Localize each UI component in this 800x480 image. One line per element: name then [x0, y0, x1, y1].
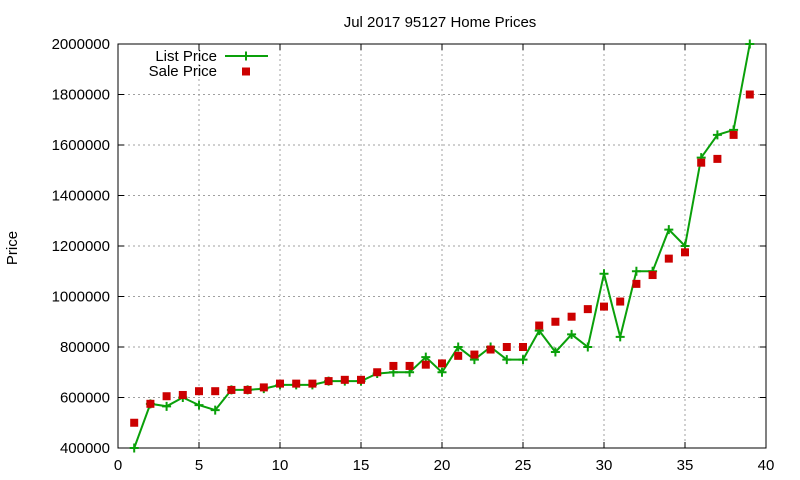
sale-price-point — [502, 343, 511, 351]
sale-price-point — [373, 368, 382, 377]
list-price-point — [194, 400, 204, 410]
sale-price-point — [632, 279, 641, 288]
sale-price-point — [438, 359, 446, 368]
list-price-point — [550, 347, 560, 357]
x-tick-label: 0 — [114, 457, 122, 474]
y-tick-label: 1600000 — [52, 137, 110, 154]
sale-price-point — [130, 418, 139, 427]
sale-price-point — [421, 360, 430, 369]
x-tick-label: 35 — [677, 457, 694, 474]
sale-price-point — [405, 361, 414, 370]
x-tick-label: 10 — [272, 457, 289, 474]
axis-ticks: 0 5 10 15 20 25 30 35 40 400000 600000 800000 100000… — [52, 36, 775, 474]
sale-price-point — [600, 302, 608, 311]
sale-price-point — [227, 385, 236, 394]
sale-price-point — [583, 305, 592, 314]
x-tick-label: 5 — [195, 457, 203, 474]
list-price-point — [631, 266, 641, 276]
sale-price-point — [616, 297, 625, 306]
chart-title: Jul 2017 95127 Home Prices — [344, 14, 537, 31]
sale-price-point — [243, 385, 252, 394]
sale-price-point — [308, 379, 317, 388]
list-price-point — [664, 225, 674, 235]
y-tick-label: 2000000 — [52, 36, 110, 53]
y-tick-label: 1000000 — [52, 289, 110, 306]
legend-label-sale-price: Sale Price — [149, 63, 217, 80]
list-price-point — [129, 443, 139, 453]
y-tick-label: 800000 — [60, 339, 110, 356]
sale-price-point — [340, 375, 349, 384]
sale-price-point — [648, 271, 657, 280]
y-axis-label: Price — [4, 231, 21, 265]
plot-frame — [117, 43, 767, 449]
sale-price-point — [292, 379, 301, 388]
sale-price-point — [146, 399, 155, 408]
sale-price-point — [470, 350, 479, 359]
sale-price-point — [178, 390, 187, 399]
sale-price-point — [681, 248, 689, 257]
sale-price-point — [567, 312, 576, 321]
sale-price-point — [664, 254, 673, 263]
list-price-point — [745, 39, 755, 49]
sale-price-point — [324, 377, 333, 386]
sale-price-point — [454, 351, 463, 360]
list-price-point — [502, 355, 512, 365]
sale-price-point — [745, 90, 754, 99]
x-tick-label: 40 — [758, 457, 775, 474]
list-price-point — [615, 332, 625, 342]
list-price-point — [567, 329, 577, 339]
y-tick-label: 600000 — [60, 390, 110, 407]
list-price-point — [712, 130, 722, 140]
sale-price-point — [389, 361, 398, 370]
list-price-point — [599, 269, 609, 279]
sale-price-point — [195, 387, 203, 396]
sale-price-point — [259, 383, 268, 392]
list-price-point — [421, 352, 431, 362]
y-tick-label: 400000 — [60, 440, 110, 457]
list-price-point — [162, 401, 172, 411]
list-price-point — [210, 405, 220, 415]
list-price-point — [583, 342, 593, 352]
sale-price-point — [162, 392, 171, 401]
x-tick-label: 20 — [434, 457, 451, 474]
sale-price-point — [551, 317, 560, 326]
sale-price-point — [276, 379, 284, 388]
sale-price-point — [486, 345, 495, 354]
series-layer — [129, 39, 755, 453]
legend-label-list-price: List Price — [155, 48, 217, 65]
sale-price-point — [697, 158, 706, 167]
legend-marker-sale-price — [242, 67, 250, 76]
sale-price-point — [211, 387, 220, 396]
list-price-point — [453, 342, 463, 352]
sale-price-point — [519, 343, 527, 351]
legend: List Price Sale Price — [149, 48, 268, 80]
y-tick-label: 1400000 — [52, 188, 110, 205]
sale-price-point — [357, 375, 365, 384]
list-price-point — [437, 367, 447, 377]
y-tick-label: 1800000 — [52, 87, 110, 104]
sale-price-point — [713, 154, 722, 163]
sale-price-point — [535, 321, 544, 330]
y-tick-label: 1200000 — [52, 238, 110, 255]
sale-price-point — [729, 130, 738, 139]
legend-marker-list-price — [241, 51, 251, 61]
list-price-point — [518, 355, 528, 365]
x-tick-label: 30 — [596, 457, 613, 474]
x-tick-label: 25 — [515, 457, 532, 474]
x-tick-label: 15 — [353, 457, 370, 474]
